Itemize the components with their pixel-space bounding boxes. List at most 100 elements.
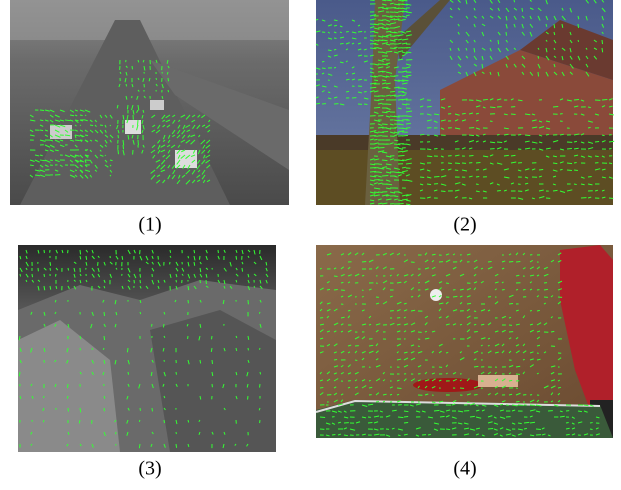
flow-vector [34, 159, 40, 163]
flow-vector [550, 295, 554, 298]
paddle [413, 378, 483, 392]
flow-vector [109, 174, 112, 177]
flow-vector [333, 24, 337, 27]
flow-vector [373, 99, 380, 102]
flow-vector [126, 419, 129, 424]
flow-vector [369, 183, 374, 186]
flow-vector [115, 255, 119, 260]
flow-vector [505, 47, 509, 52]
flow-vector [125, 65, 128, 69]
flow-vector [601, 31, 604, 35]
flow-vector [480, 309, 486, 312]
flow-vector [405, 110, 413, 113]
flow-vector [175, 383, 178, 387]
flow-vector [163, 311, 166, 315]
flow-vector [375, 358, 379, 361]
flow-vector [508, 372, 512, 375]
flow-vector [85, 279, 88, 283]
flow-vector [345, 72, 349, 75]
flow-vector [433, 422, 440, 425]
flow-vector [361, 252, 365, 256]
flow-vector [180, 114, 186, 118]
flow-vector [363, 97, 369, 100]
flow-vector [347, 309, 351, 312]
flow-vector [417, 385, 420, 389]
flow-vector [259, 371, 262, 375]
flow-vector [433, 189, 438, 192]
flow-vector [529, 404, 535, 407]
flow-vector [541, 427, 545, 430]
flow-vector [601, 105, 606, 108]
flow-vector [524, 134, 531, 137]
flow-vector [326, 253, 332, 256]
flow-vector [211, 431, 214, 435]
flow-vector [347, 315, 351, 319]
flow-vector [49, 285, 52, 290]
flow-vector [389, 2, 394, 5]
flow-vector [49, 149, 54, 152]
flow-vector [30, 383, 33, 387]
flow-vector [30, 431, 33, 435]
flow-vector [377, 47, 383, 50]
flow-vector [601, 140, 606, 143]
flow-vector [29, 159, 35, 162]
flow-vector [403, 316, 407, 319]
flow-vector [373, 90, 379, 93]
flow-vector [116, 104, 119, 109]
flow-vector [439, 415, 445, 418]
flow-vector [103, 285, 106, 289]
flow-vector [577, 39, 580, 42]
flow-vector [347, 372, 352, 375]
flow-vector [54, 169, 59, 172]
flow-vector [355, 421, 361, 424]
flow-vector [497, 31, 501, 36]
flow-vector [465, 39, 469, 44]
flow-vector [440, 183, 447, 186]
flow-vector [403, 259, 409, 263]
flow-vector [559, 148, 565, 151]
flow-vector [553, 31, 556, 36]
flow-vector [480, 280, 484, 284]
flow-vector [529, 329, 534, 333]
flow-vector [403, 415, 409, 418]
flow-vector [381, 0, 387, 2]
flow-vector [369, 39, 375, 42]
flow-vector [473, 39, 476, 43]
flow-vector [180, 139, 186, 143]
flow-vector [587, 183, 593, 186]
flow-vector [185, 179, 191, 185]
flow-vector [426, 169, 431, 172]
flow-vector [247, 279, 250, 284]
flow-vector [139, 311, 142, 315]
flow-vector [489, 71, 492, 75]
flow-vector [385, 19, 391, 22]
flow-vector [466, 287, 472, 291]
flow-vector [104, 154, 107, 157]
flow-vector [339, 25, 343, 28]
flow-vector [561, 15, 566, 21]
flow-vector [537, 7, 542, 12]
flow-vector [401, 10, 408, 13]
flow-vector [253, 273, 257, 277]
flow-vector [84, 114, 87, 117]
flow-vector [577, 421, 583, 424]
flow-vector [143, 65, 146, 71]
flow-vector [185, 154, 191, 160]
flow-vector [265, 261, 268, 266]
flow-vector [566, 99, 572, 102]
flow-vector [351, 72, 356, 75]
flow-vector [177, 154, 181, 159]
flow-vector [529, 281, 533, 284]
flow-vector [401, 82, 408, 85]
flow-vector [505, 23, 508, 29]
flow-vector [369, 71, 375, 74]
flow-vector [84, 174, 89, 179]
flow-vector [445, 259, 451, 263]
flow-vector [34, 154, 40, 157]
flow-vector [595, 433, 600, 436]
flow-vector [536, 399, 540, 403]
flow-vector [162, 383, 165, 387]
flow-vector [49, 119, 54, 123]
flow-vector [401, 118, 409, 121]
flow-vector [340, 273, 345, 277]
